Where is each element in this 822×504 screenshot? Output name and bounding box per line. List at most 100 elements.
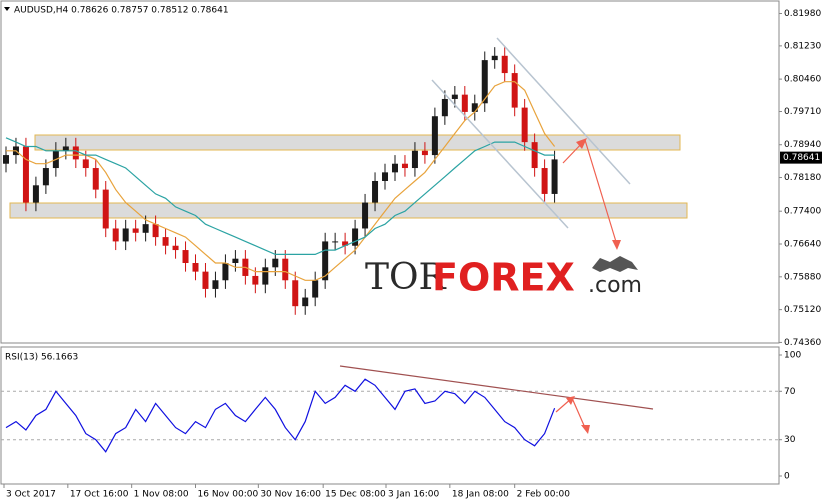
y-tick-label: 0.81230 — [784, 41, 821, 51]
candle-body — [72, 146, 79, 160]
y-tick-label: 70 — [784, 387, 796, 397]
last-price-label: 0.78641 — [783, 153, 820, 163]
candle-body — [521, 107, 528, 143]
candle-body — [122, 228, 129, 242]
arrow-head — [581, 425, 590, 434]
candle-body — [322, 241, 329, 281]
candle-body — [162, 237, 169, 246]
candle-body — [22, 146, 29, 203]
candle-body — [222, 263, 229, 281]
y-tick-label: 0.77400 — [784, 207, 821, 217]
y-tick-label: 0.75880 — [784, 272, 821, 282]
rsi-trend-line — [339, 365, 654, 410]
support-zone — [9, 202, 688, 219]
arrow-head — [576, 138, 587, 149]
series-line — [5, 137, 555, 255]
candle-body — [112, 228, 119, 242]
candle-body — [202, 271, 209, 289]
y-tick-label: 0.74360 — [784, 338, 821, 348]
candle-body — [391, 163, 398, 173]
arrow-head — [566, 396, 575, 405]
candle-body — [272, 258, 279, 268]
candle-body — [232, 258, 239, 264]
plot-layer — [1, 47, 779, 453]
x-tick-label: 17 Oct 16:00 — [70, 490, 129, 500]
candle-body — [352, 228, 359, 246]
price-panel — [0, 0, 780, 344]
candle-body — [411, 150, 418, 169]
title-marker — [4, 7, 10, 11]
annotations — [339, 37, 654, 434]
y-tick-label: 30 — [784, 435, 796, 445]
candle-body — [142, 224, 149, 233]
watermark-forex: FOREX — [432, 256, 575, 300]
candle-body — [332, 241, 339, 243]
candle-body — [312, 280, 319, 298]
rsi-title: RSI(13) 56.1663 — [5, 353, 78, 363]
candle-body — [401, 163, 408, 169]
rsi-panel — [0, 346, 780, 485]
x-tick-label: 16 Nov 00:00 — [198, 490, 259, 500]
channel-line — [431, 79, 569, 229]
candle-body — [431, 116, 438, 156]
series-line — [6, 81, 556, 281]
candle-body — [102, 189, 109, 229]
candle-body — [451, 94, 458, 99]
y-tick-label: 0.78180 — [784, 173, 821, 183]
candle-body — [292, 280, 299, 307]
x-tick-label: 2 Feb 00:00 — [517, 490, 571, 500]
y-tick-label: 0.78940 — [784, 140, 821, 150]
candle-body — [62, 146, 69, 151]
last-price-box — [780, 151, 822, 164]
candle-body — [382, 172, 389, 181]
candle-body — [461, 94, 468, 112]
candle-body — [252, 275, 259, 285]
y-tick-label: 0.75120 — [784, 305, 821, 315]
candle-body — [491, 55, 498, 61]
candle-body — [42, 168, 49, 186]
watermark-tor: TOR — [365, 257, 447, 298]
series-line — [5, 378, 556, 453]
candle-body — [82, 159, 89, 169]
y-tick-label: 100 — [784, 351, 801, 361]
x-tick-label: 3 Oct 2017 — [6, 490, 56, 500]
zones — [9, 134, 688, 219]
y-tick-label: 0 — [784, 472, 790, 482]
candle-body — [32, 185, 39, 203]
candle-body — [441, 98, 448, 117]
watermark-com: .com — [588, 273, 642, 298]
candle-body — [551, 159, 558, 194]
y-tick-label: 0.79710 — [784, 107, 821, 117]
candle-body — [342, 241, 349, 246]
candle-body — [481, 60, 488, 104]
channel-line — [496, 37, 631, 185]
candle-body — [421, 150, 428, 156]
candle-body — [501, 55, 508, 74]
candle-body — [302, 297, 309, 307]
candle-body — [192, 263, 199, 272]
candle-body — [511, 73, 518, 108]
candle-body — [282, 258, 289, 281]
candle-body — [362, 202, 369, 229]
candle-body — [172, 245, 179, 251]
candle-body — [531, 142, 538, 169]
resistance-zone — [34, 134, 681, 151]
candle-body — [92, 168, 99, 190]
candle-body — [132, 228, 139, 233]
candle-body — [541, 168, 548, 194]
candle-body — [152, 224, 159, 238]
candle-body — [372, 180, 379, 203]
price-title: AUDUSD,H4 0.78626 0.78757 0.78512 0.7864… — [14, 6, 229, 16]
candle-body — [212, 280, 219, 289]
candle-body — [182, 250, 189, 264]
y-tick-label: 0.80460 — [784, 75, 821, 85]
x-tick-label: 30 Nov 16:00 — [260, 490, 321, 500]
x-tick-label: 1 Nov 08:00 — [134, 490, 189, 500]
x-tick-label: 3 Jan 16:00 — [388, 490, 440, 500]
x-tick-label: 15 Dec 08:00 — [325, 490, 386, 500]
candle-body — [471, 103, 478, 112]
candle-body — [262, 267, 269, 285]
y-tick-label: 0.76640 — [784, 240, 821, 250]
